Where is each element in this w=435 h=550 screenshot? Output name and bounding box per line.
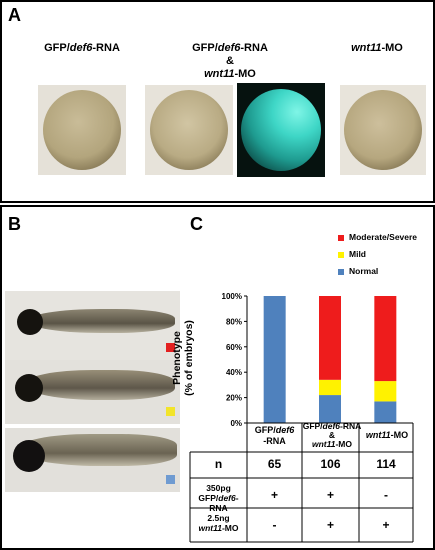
row-n-label: n [214, 457, 223, 471]
mild-color-marker [166, 407, 175, 416]
label-def6-rna-wnt11-mo: GFP/def6-RNA & wnt11-MO [192, 42, 268, 80]
legend-label: Normal [349, 266, 379, 276]
embryo-gfp-fluorescence [237, 83, 325, 177]
table-header-row: GFP/def6 -RNA GFP/def6-RNA & wnt11-MO wn… [247, 421, 413, 452]
larva-image-normal [5, 428, 180, 492]
bar-segment-normal [319, 395, 341, 423]
panel-b-letter: B [8, 214, 21, 234]
severe-color-marker [166, 343, 175, 352]
mo-value-0: - [272, 518, 277, 532]
legend-label: Moderate/Severe [349, 232, 418, 242]
y-tick-label: 0% [230, 419, 242, 428]
legend-item: Moderate/Severe [338, 232, 417, 242]
bar-segment-moderate-severe [374, 296, 397, 382]
category-label-def6: GFP/def6 -RNA [254, 425, 295, 446]
larva-image-mild [5, 360, 180, 424]
panel-a-letter: A [8, 5, 21, 25]
legend-label: Mild [349, 249, 366, 259]
y-tick-label: 80% [226, 317, 242, 326]
panel-bc-frame [0, 205, 435, 550]
y-tick-label: 40% [226, 368, 242, 377]
legend-item: Normal [338, 266, 378, 276]
gfp-embryo [241, 89, 321, 171]
legend-swatch [338, 234, 344, 241]
legend-swatch [338, 251, 344, 258]
larva-eye [15, 374, 43, 402]
legend-swatch [338, 268, 344, 275]
legend-item: Mild [338, 249, 366, 259]
embryo-photo-def6 [38, 85, 126, 175]
n-value-0: 65 [267, 457, 282, 471]
mo-value-1: + [326, 518, 334, 532]
n-value-2: 114 [376, 457, 396, 471]
larva-image-severe [5, 291, 180, 361]
row-rna-label: 350pg GFP/def6-RNA [198, 483, 239, 513]
mo-value-2: + [382, 518, 390, 532]
bar-segment-normal [374, 401, 397, 423]
panel-a-frame: A GFP/def6-RNA GFP/def6-RNA & wnt11-MO w… [0, 0, 435, 203]
panel-c-letter: C [190, 214, 203, 234]
rna-value-0: + [270, 488, 278, 502]
embryo-photo-def6-mo [145, 85, 233, 175]
category-label-wnt11: wnt11-MO [365, 430, 409, 440]
n-value-1: 106 [320, 457, 341, 471]
bar-segment-moderate-severe [319, 296, 341, 380]
bar-segment-normal [263, 296, 286, 423]
larva-body [19, 434, 177, 466]
y-tick-label: 20% [226, 394, 242, 403]
label-def6-rna: GFP/def6-RNA [44, 42, 120, 54]
normal-color-marker [166, 475, 175, 484]
row-mo-label: 2.5ng wnt11-MO [198, 513, 239, 533]
embryo [43, 90, 121, 170]
rna-value-1: + [326, 488, 334, 502]
label-wnt11-mo: wnt11-MO [351, 42, 403, 54]
y-tick-label: 60% [226, 343, 242, 352]
larva-body [27, 309, 175, 333]
embryo-photo-wnt11 [340, 85, 426, 175]
larva-eye [13, 440, 45, 472]
embryo [344, 90, 422, 170]
y-tick-label: 100% [222, 292, 242, 301]
category-label-def6-mo: GFP/def6-RNA & wnt11-MO [302, 421, 362, 449]
rna-value-2: - [384, 488, 388, 502]
larva-eye [17, 309, 43, 335]
bar-segment-mild [319, 379, 341, 396]
embryo [150, 90, 228, 170]
larva-body [25, 370, 175, 400]
bar-segment-mild [374, 381, 397, 402]
data-table: n 65 106 114 350pg GFP/def6-RNA + + - 2.… [190, 452, 413, 542]
